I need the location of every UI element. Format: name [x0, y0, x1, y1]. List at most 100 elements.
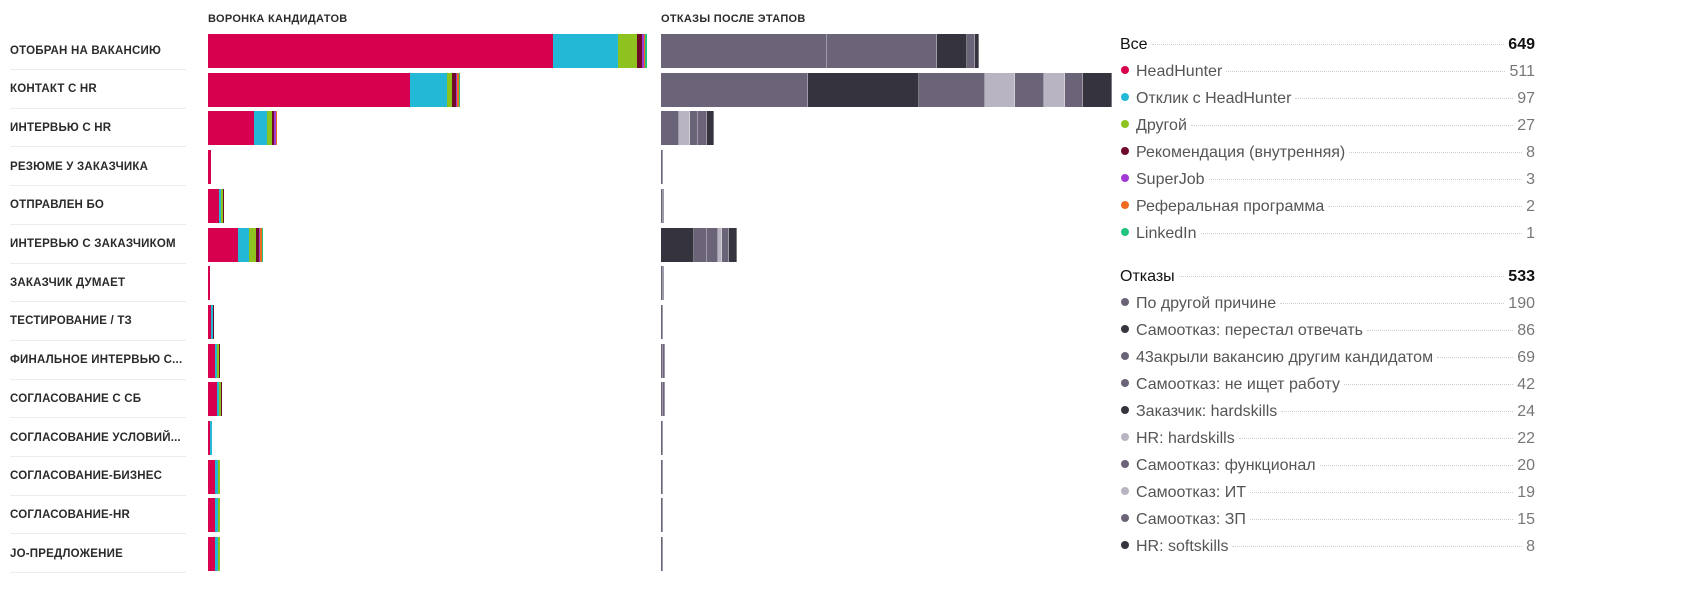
- funnel-bar-segment[interactable]: [208, 227, 239, 262]
- funnel-bar-segment[interactable]: [218, 188, 222, 223]
- rejection-bar-segment[interactable]: [808, 72, 919, 107]
- funnel-bar-segment[interactable]: [618, 34, 637, 68]
- rejection-bar-segment[interactable]: [661, 188, 663, 223]
- funnel-bar-segment[interactable]: [208, 72, 411, 107]
- rejection-bar-segment[interactable]: [1014, 72, 1044, 107]
- funnel-bar-segment[interactable]: [217, 382, 220, 417]
- funnel-bar-segment[interactable]: [410, 72, 447, 107]
- legend-item[interactable]: Самоотказ: функционал 20: [1120, 457, 1535, 484]
- rejection-bar-segment[interactable]: [1083, 72, 1113, 107]
- funnel-bar-segment[interactable]: [267, 111, 273, 146]
- legend-item[interactable]: По другой причине 190: [1120, 295, 1535, 322]
- funnel-bar-segment[interactable]: [208, 34, 553, 68]
- legend-item[interactable]: HR: softskills 8: [1120, 538, 1535, 565]
- funnel-bar-segment[interactable]: [208, 382, 218, 417]
- funnel-bar-segment[interactable]: [238, 227, 250, 262]
- legend-item[interactable]: Отклик с HeadHunter 97: [1120, 90, 1535, 117]
- funnel-bar-segment[interactable]: [208, 498, 216, 533]
- legend-item[interactable]: Другой 27: [1120, 117, 1535, 144]
- rejection-bar-segment[interactable]: [661, 537, 663, 572]
- funnel-bar-segment[interactable]: [275, 111, 278, 146]
- rejection-bar-segment[interactable]: [707, 227, 718, 262]
- rejection-bar-segment[interactable]: [663, 382, 665, 417]
- rejection-bar-segment[interactable]: [661, 498, 663, 533]
- rejection-bar-segment[interactable]: [729, 227, 737, 262]
- legend-item[interactable]: HR: hardskills 22: [1120, 430, 1535, 457]
- rejection-bar-segment[interactable]: [690, 111, 698, 146]
- legend-item[interactable]: Рекомендация (внутренняя) 8: [1120, 144, 1535, 171]
- funnel-bar-segment[interactable]: [636, 34, 642, 68]
- legend-item[interactable]: HeadHunter 511: [1120, 63, 1535, 90]
- legend-item[interactable]: 43акрыли вакансию другим кандидатом 69: [1120, 349, 1535, 376]
- funnel-bar-segment[interactable]: [452, 72, 456, 107]
- funnel-bar-segment[interactable]: [219, 382, 221, 417]
- funnel-bar-segment[interactable]: [272, 111, 275, 146]
- rejection-bar-segment[interactable]: [826, 34, 938, 68]
- funnel-bar-segment[interactable]: [208, 111, 254, 146]
- rejection-bar-segment[interactable]: [1064, 72, 1083, 107]
- rejection-bar-segment[interactable]: [661, 266, 663, 301]
- funnel-bar-segment[interactable]: [208, 188, 219, 223]
- legend-item[interactable]: SuperJob 3: [1120, 171, 1535, 198]
- funnel-bar-segment[interactable]: [208, 266, 210, 301]
- funnel-bar-segment[interactable]: [208, 343, 215, 378]
- rejection-bar-segment[interactable]: [706, 111, 715, 146]
- rejection-bar-segment[interactable]: [661, 72, 809, 107]
- legend-item[interactable]: Самоотказ: перестал отвечать 86: [1120, 322, 1535, 349]
- funnel-bar-segment[interactable]: [253, 111, 268, 146]
- rejection-bar-segment[interactable]: [966, 34, 976, 68]
- funnel-bar-segment[interactable]: [218, 498, 220, 533]
- rejection-bar-segment[interactable]: [663, 343, 665, 378]
- rejection-bar-segment[interactable]: [694, 227, 708, 262]
- rejection-bar-segment[interactable]: [985, 72, 1015, 107]
- rejection-bar-segment[interactable]: [937, 34, 967, 68]
- rejection-bar-segment[interactable]: [662, 266, 664, 301]
- funnel-bar-segment[interactable]: [208, 459, 216, 494]
- rejection-bar-segment[interactable]: [661, 111, 680, 146]
- funnel-bar-segment[interactable]: [218, 537, 220, 572]
- rejection-bar-segment[interactable]: [661, 150, 663, 185]
- funnel-bar-segment[interactable]: [218, 459, 220, 494]
- rejection-bar-segment[interactable]: [661, 343, 664, 378]
- rejection-bar-segment[interactable]: [717, 227, 723, 262]
- funnel-bar-segment[interactable]: [249, 227, 256, 262]
- funnel-bar-segment[interactable]: [643, 34, 646, 68]
- rejection-bar-segment[interactable]: [662, 188, 664, 223]
- rejection-bar-segment[interactable]: [661, 227, 695, 262]
- rejection-bar-segment[interactable]: [1043, 72, 1065, 107]
- funnel-bar-segment[interactable]: [210, 421, 212, 455]
- rejection-bar-segment[interactable]: [679, 111, 691, 146]
- funnel-bar-segment[interactable]: [208, 537, 216, 572]
- funnel-bar-segment[interactable]: [645, 34, 647, 68]
- legend-item[interactable]: Самоотказ: ИТ 19: [1120, 484, 1535, 511]
- rejection-bar-segment[interactable]: [697, 111, 707, 146]
- funnel-bar-segment[interactable]: [261, 227, 264, 262]
- funnel-bar-segment[interactable]: [217, 343, 219, 378]
- rejection-bar-segment[interactable]: [918, 72, 986, 107]
- funnel-bar-segment[interactable]: [212, 304, 215, 339]
- funnel-bar-segment[interactable]: [208, 304, 212, 339]
- funnel-bar-segment[interactable]: [221, 188, 223, 223]
- funnel-bar-segment[interactable]: [215, 459, 219, 494]
- funnel-bar-segment[interactable]: [457, 72, 459, 107]
- legend-item[interactable]: Реферальная программа 2: [1120, 198, 1535, 225]
- rejection-bar-segment[interactable]: [661, 34, 827, 68]
- funnel-bar-segment[interactable]: [458, 72, 461, 107]
- funnel-bar-segment[interactable]: [552, 34, 619, 68]
- legend-item[interactable]: LinkedIn 1: [1120, 225, 1535, 252]
- rejection-bar-segment[interactable]: [661, 382, 664, 417]
- funnel-bar-segment[interactable]: [214, 343, 218, 378]
- funnel-bar-segment[interactable]: [260, 227, 262, 262]
- funnel-bar-segment[interactable]: [218, 343, 221, 378]
- funnel-bar-segment[interactable]: [211, 304, 213, 339]
- funnel-bar-segment[interactable]: [222, 188, 225, 223]
- funnel-bar-segment[interactable]: [208, 421, 211, 455]
- funnel-bar-segment[interactable]: [274, 111, 276, 146]
- funnel-bar-segment[interactable]: [255, 227, 259, 262]
- legend-item[interactable]: Заказчик: hardskills 24: [1120, 403, 1535, 430]
- rejection-bar-segment[interactable]: [722, 227, 730, 262]
- funnel-bar-segment[interactable]: [208, 150, 211, 185]
- funnel-bar-segment[interactable]: [641, 34, 644, 68]
- funnel-bar-segment[interactable]: [215, 498, 219, 533]
- rejection-bar-segment[interactable]: [661, 421, 663, 455]
